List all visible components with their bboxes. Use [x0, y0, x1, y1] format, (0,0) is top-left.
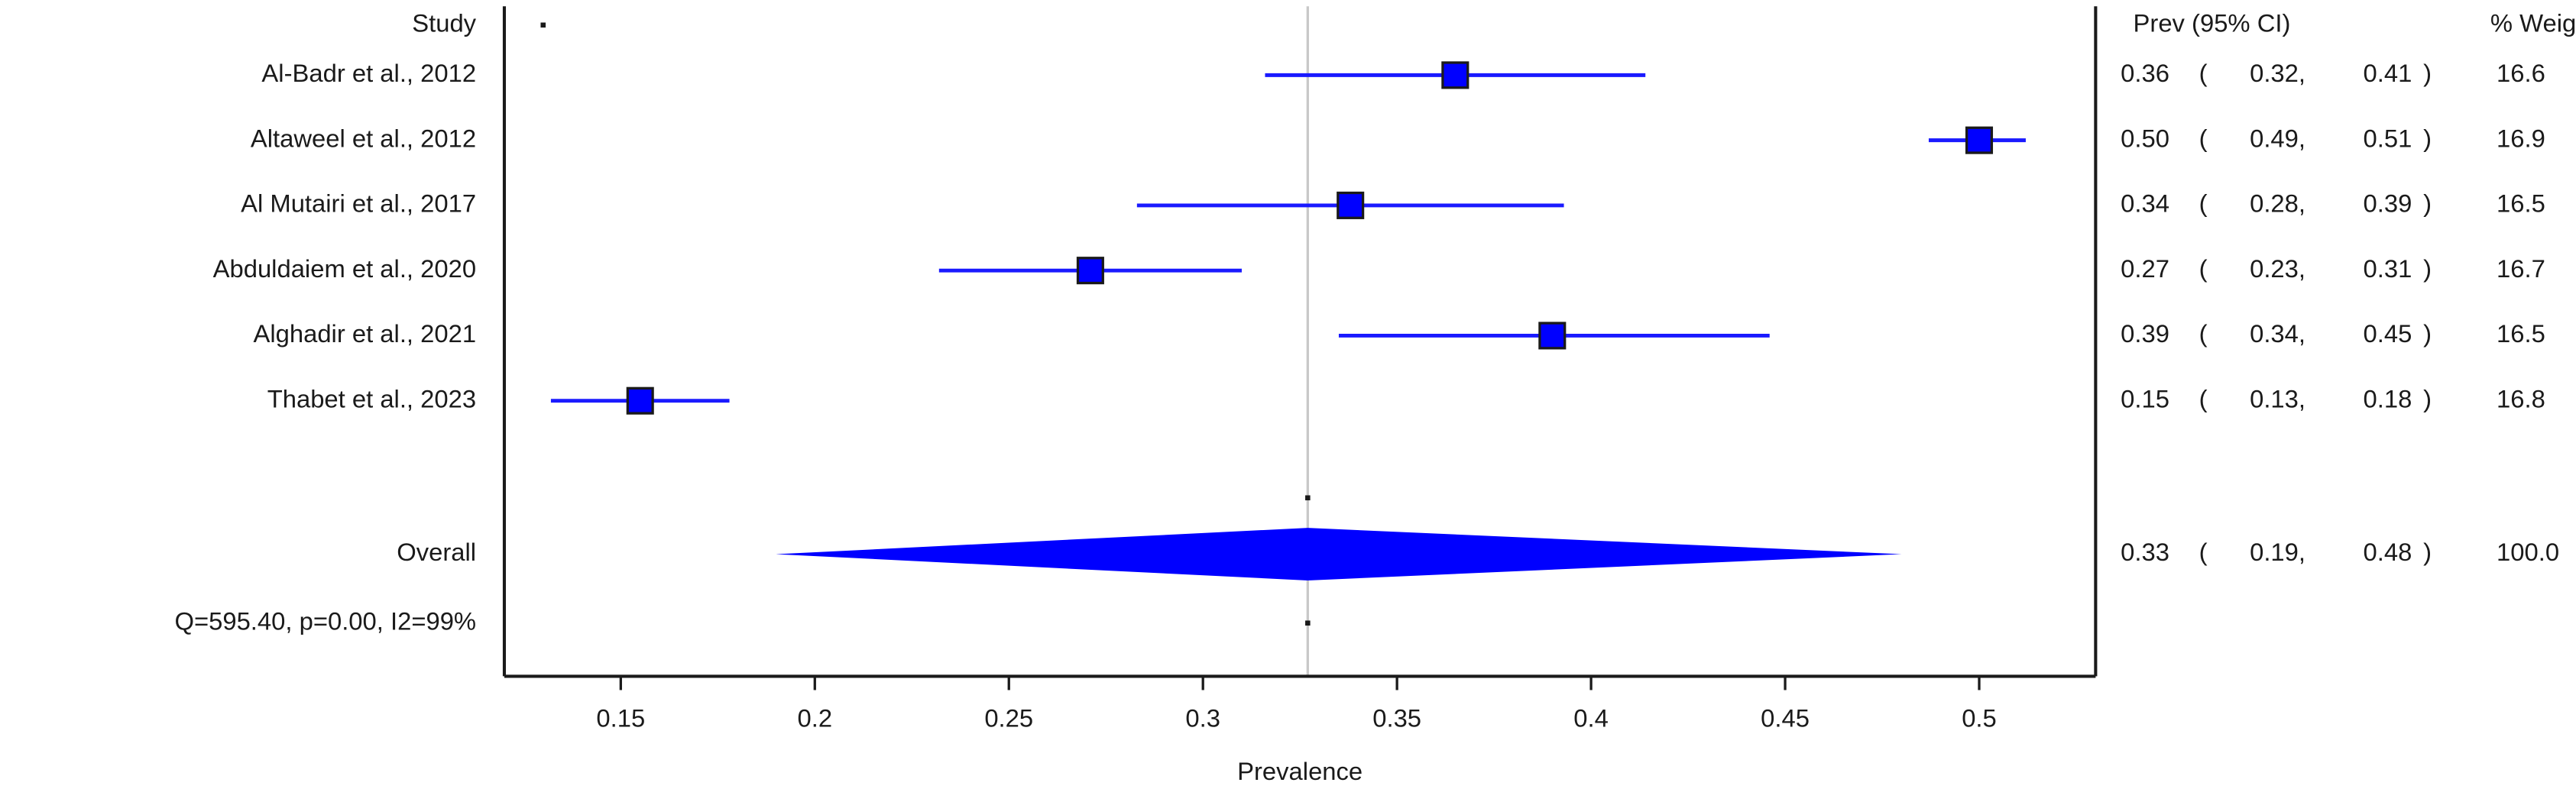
x-tick-label: 0.3 [1185, 703, 1220, 732]
study-row-label: Al-Badr et al., 2012 [261, 59, 476, 87]
overall-row-ci-high: 0.48 [2364, 538, 2412, 566]
marks-group [550, 61, 2026, 580]
weight-column-header: % Weight [2490, 8, 2576, 37]
study-row-ci-low: 0.34, [2250, 319, 2305, 348]
study-row-ci-open: ( [2199, 319, 2208, 348]
labels-group: Study Prev (95% CI) % Weight Al-Badr et al.… [174, 8, 2576, 635]
study-row-ci-high: 0.41 [2364, 59, 2412, 87]
reference-dot [1305, 620, 1311, 626]
study-row-label: Al Mutairi et al., 2017 [241, 189, 476, 218]
study-row-ci-close: ) [2423, 254, 2432, 283]
study-marker [1965, 126, 1994, 154]
x-tick-label: 0.2 [798, 703, 833, 732]
study-row-weight: 16.5 [2497, 319, 2545, 348]
study-row-ci-low: 0.13, [2250, 384, 2305, 412]
heterogeneity-stats: Q=595.40, p=0.00, I2=99% [174, 606, 476, 635]
study-row-weight: 16.6 [2497, 59, 2545, 87]
study-row-ci-high: 0.18 [2364, 384, 2412, 412]
study-marker [1337, 191, 1365, 219]
study-marker [626, 386, 654, 415]
study-row-ci-low: 0.23, [2250, 254, 2305, 283]
study-marker [1538, 322, 1567, 350]
overall-row-label: Overall [397, 538, 476, 566]
study-row-ci-low: 0.49, [2250, 124, 2305, 152]
study-row-estimate: 0.36 [2121, 59, 2169, 87]
study-row-weight: 16.7 [2497, 254, 2545, 283]
header-dot [540, 22, 546, 28]
x-tick-label: 0.25 [984, 703, 1033, 732]
study-row-weight: 16.9 [2497, 124, 2545, 152]
study-row-ci-open: ( [2199, 254, 2208, 283]
study-row-estimate: 0.34 [2121, 189, 2169, 218]
study-marker [1441, 61, 1469, 89]
x-axis-label: Prevalence [1237, 757, 1363, 785]
x-tick-label: 0.5 [1962, 703, 1997, 732]
study-row-ci-low: 0.32, [2250, 59, 2305, 87]
x-tick-label: 0.4 [1573, 703, 1609, 732]
study-marker [1076, 257, 1104, 285]
study-row-label: Abduldaiem et al., 2020 [213, 254, 476, 283]
study-row-ci-high: 0.51 [2364, 124, 2412, 152]
study-row-estimate: 0.39 [2121, 319, 2169, 348]
study-row-ci-close: ) [2423, 189, 2432, 218]
x-tick-label: 0.45 [1761, 703, 1810, 732]
overall-row-weight: 100.0 [2497, 538, 2559, 566]
study-row-label: Thabet et al., 2023 [267, 384, 476, 412]
study-row-weight: 16.5 [2497, 189, 2545, 218]
study-row-ci-low: 0.28, [2250, 189, 2305, 218]
overall-row-ci-close: ) [2423, 538, 2432, 566]
study-row-ci-open: ( [2199, 189, 2208, 218]
study-row-label: Altaweel et al., 2012 [251, 124, 476, 152]
study-row-ci-close: ) [2423, 59, 2432, 87]
study-row-estimate: 0.27 [2121, 254, 2169, 283]
study-row-label: Alghadir et al., 2021 [253, 319, 476, 348]
study-row-ci-open: ( [2199, 124, 2208, 152]
overall-diamond [776, 528, 1902, 580]
x-tick-label: 0.15 [596, 703, 645, 732]
study-row-ci-high: 0.31 [2364, 254, 2412, 283]
overall-row-ci-low: 0.19, [2250, 538, 2305, 566]
estimate-column-header: Prev (95% CI) [2134, 8, 2291, 37]
study-row-ci-close: ) [2423, 384, 2432, 412]
study-row-ci-high: 0.39 [2364, 189, 2412, 218]
study-row-ci-close: ) [2423, 319, 2432, 348]
study-row-ci-open: ( [2199, 384, 2208, 412]
study-row-weight: 16.8 [2497, 384, 2545, 412]
overall-row-ci-open: ( [2199, 538, 2208, 566]
x-axis: 0.15 0.2 0.25 0.3 0.35 0.4 0.45 0.5 Prevalence [502, 6, 2098, 785]
study-row-estimate: 0.15 [2121, 384, 2169, 412]
overall-row-estimate: 0.33 [2121, 538, 2169, 566]
reference-dot [1305, 495, 1311, 501]
study-row-ci-open: ( [2199, 59, 2208, 87]
study-column-header: Study [412, 8, 476, 37]
reference-line-group [540, 6, 1311, 677]
study-row-ci-high: 0.45 [2364, 319, 2412, 348]
x-tick-label: 0.35 [1372, 703, 1421, 732]
study-row-estimate: 0.50 [2121, 124, 2169, 152]
study-row-ci-close: ) [2423, 124, 2432, 152]
